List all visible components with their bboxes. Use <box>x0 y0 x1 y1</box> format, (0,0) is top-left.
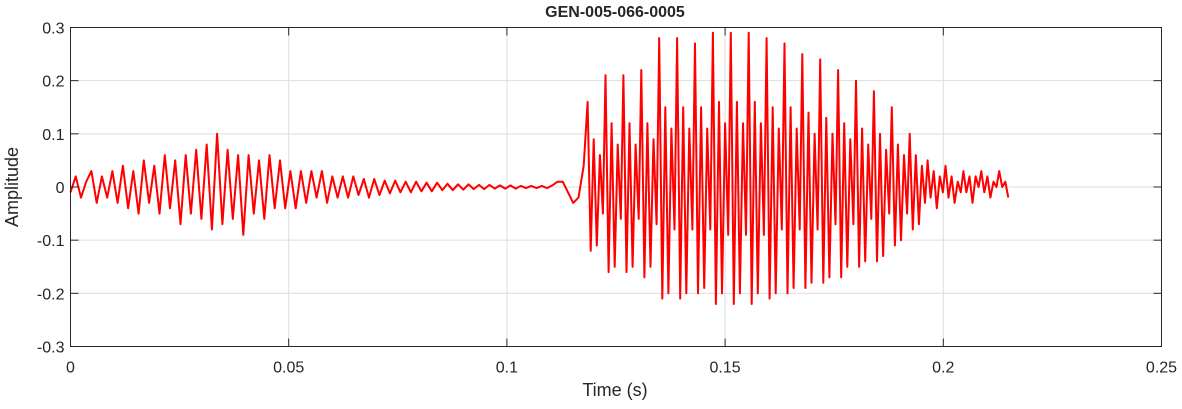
x-tick-label: 0.05 <box>273 360 304 377</box>
x-tick-label: 0 <box>66 360 75 377</box>
y-axis-label: Amplitude <box>2 147 22 227</box>
y-tick-label: 0.1 <box>42 127 64 144</box>
x-tick-label: 0.15 <box>710 360 741 377</box>
series-line <box>69 31 1010 305</box>
plot-area <box>69 31 1010 305</box>
x-tick-label: 0.2 <box>932 360 954 377</box>
chart-title: GEN-005-066-0005 <box>545 4 685 21</box>
y-tick-label: 0 <box>56 180 65 197</box>
y-tick-label: -0.2 <box>37 286 65 303</box>
y-tick-label: 0.3 <box>42 21 64 38</box>
x-tick-label: 0.1 <box>496 360 518 377</box>
x-tick-label: 0.25 <box>1146 360 1177 377</box>
y-tick-label: -0.3 <box>37 340 65 357</box>
y-tick-label: 0.2 <box>42 74 64 91</box>
ticks: 0 0.05 0.1 0.15 0.2 0.25 0.3 0.2 0.1 0 -0.1 -0.2 -0.… <box>37 21 1177 377</box>
x-axis-label: Time (s) <box>582 380 647 400</box>
y-tick-label: -0.1 <box>37 233 65 250</box>
